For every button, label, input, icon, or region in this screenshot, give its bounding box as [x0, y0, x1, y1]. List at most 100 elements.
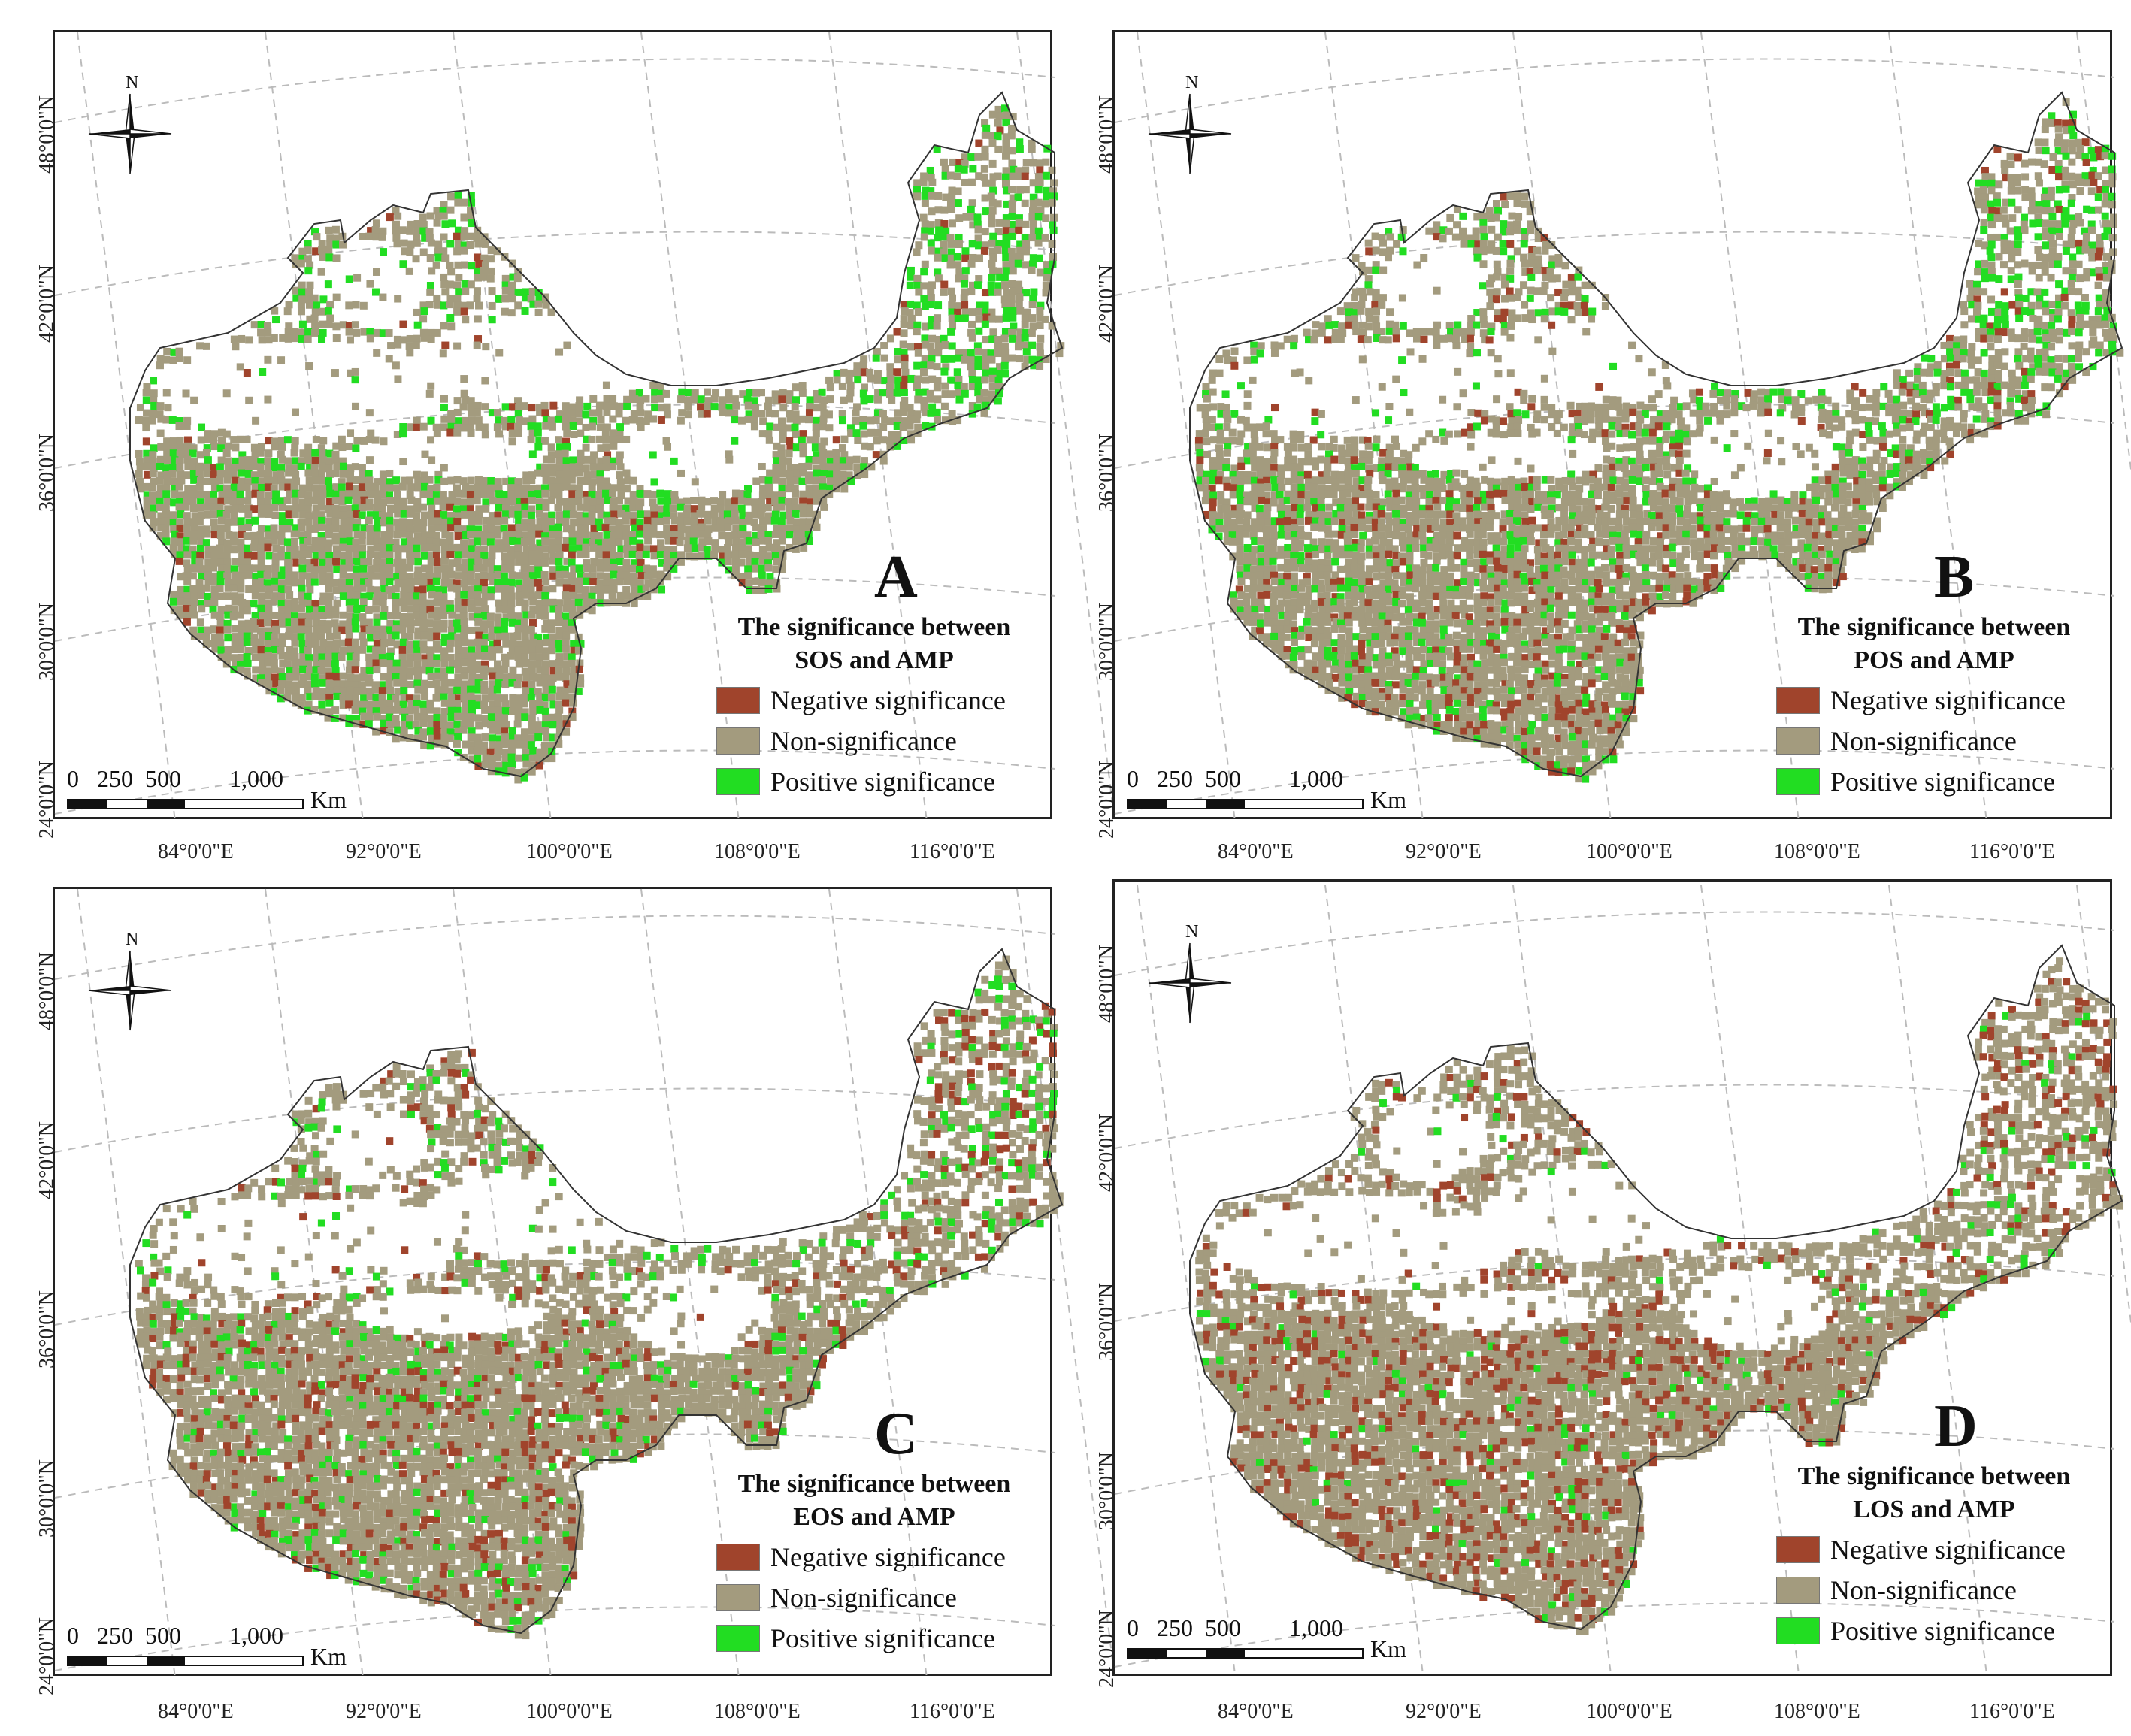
- lon-label: 100°0'0"E: [1586, 840, 1672, 863]
- legend-label-positive: Positive significance: [770, 767, 995, 797]
- lon-label: 100°0'0"E: [526, 1700, 613, 1723]
- legend-item-negative: Negative significance: [716, 1541, 1006, 1573]
- north-arrow: N: [85, 930, 175, 1047]
- legend-item-positive: Positive significance: [1776, 1615, 2055, 1647]
- swatch-negative: [716, 1544, 760, 1571]
- lat-label-36: 36°0'0"N: [35, 434, 59, 512]
- lon-label: 92°0'0"E: [346, 1700, 422, 1723]
- legend-item-negative: Negative significance: [1776, 685, 2066, 716]
- lon-label: 108°0'0"E: [714, 840, 801, 863]
- legend-label-positive: Positive significance: [770, 1623, 995, 1653]
- swatch-non: [716, 1584, 760, 1611]
- lat-label-30: 30°0'0"N: [1094, 1452, 1118, 1530]
- swatch-negative: [1776, 687, 1820, 714]
- lat-label-36: 36°0'0"N: [35, 1290, 59, 1369]
- legend-title-line2: EOS and AMP: [793, 1503, 955, 1531]
- lon-label: 108°0'0"E: [1774, 840, 1860, 863]
- lon-label: 92°0'0"E: [1406, 840, 1482, 863]
- lat-label-42: 42°0'0"N: [1094, 265, 1118, 343]
- lat-label-42: 42°0'0"N: [35, 265, 59, 343]
- scale-bar: [67, 799, 304, 809]
- north-label: N: [126, 930, 139, 949]
- scale-unit: Km: [310, 1643, 347, 1670]
- swatch-negative: [1776, 1536, 1820, 1563]
- lat-label-24: 24°0'0"N: [35, 761, 59, 839]
- lon-label: 92°0'0"E: [1406, 1700, 1482, 1723]
- lon-label: 116°0'0"E: [1969, 1700, 2055, 1723]
- map-canvas: [1114, 32, 2131, 822]
- region-outline: [1189, 91, 2123, 778]
- legend-label-negative: Negative significance: [1830, 1535, 2066, 1565]
- lon-label: 116°0'0"E: [910, 1700, 995, 1723]
- legend-label-positive: Positive significance: [1830, 767, 2055, 797]
- panel-letter: D: [1934, 1393, 1978, 1459]
- legend-title-line1: The significance between: [737, 1470, 1011, 1498]
- compass-icon: [88, 950, 172, 1031]
- scale-bar: [67, 1656, 304, 1666]
- legend-label-non: Non-significance: [1830, 726, 2017, 756]
- lat-label-30: 30°0'0"N: [35, 603, 59, 681]
- legend-item-non: Non-significance: [1776, 725, 2017, 757]
- north-arrow: N: [85, 73, 175, 190]
- legend-title: The significance between LOS and AMP: [1761, 1460, 2107, 1526]
- swatch-positive: [716, 768, 760, 795]
- swatch-positive: [1776, 768, 1820, 795]
- map-canvas: [54, 888, 1115, 1679]
- lat-label-30: 30°0'0"N: [35, 1459, 59, 1538]
- lon-label: 108°0'0"E: [1774, 1700, 1860, 1723]
- compass-icon: [88, 93, 172, 174]
- legend-item-non: Non-significance: [716, 725, 957, 757]
- legend-title-line1: The significance between: [1797, 1462, 2071, 1490]
- lat-label-48: 48°0'0"N: [1094, 95, 1118, 174]
- legend-label-negative: Negative significance: [770, 685, 1006, 715]
- swatch-positive: [716, 1625, 760, 1652]
- lon-label: 116°0'0"E: [1969, 840, 2055, 863]
- lat-label-30: 30°0'0"N: [1094, 603, 1118, 681]
- region-outline: [1189, 944, 2123, 1631]
- compass-icon: [1148, 942, 1232, 1024]
- legend-title: The significance between EOS and AMP: [701, 1468, 1047, 1534]
- legend-label-non: Non-significance: [770, 1583, 957, 1613]
- scale-bar: [1127, 799, 1364, 809]
- legend-item-non: Non-significance: [1776, 1574, 2017, 1606]
- legend-label-negative: Negative significance: [770, 1542, 1006, 1572]
- map-canvas: [1114, 885, 2131, 1675]
- significance-raster: [1194, 98, 2124, 783]
- lat-label-42: 42°0'0"N: [35, 1121, 59, 1199]
- scale-bar-labels: 0 250 500 1,000: [67, 1622, 283, 1649]
- lon-label: 100°0'0"E: [1586, 1700, 1672, 1723]
- scale-bar-labels: 0 250 500 1,000: [1127, 765, 1343, 792]
- scale-unit: Km: [1370, 1635, 1406, 1662]
- legend-item-negative: Negative significance: [1776, 1534, 2066, 1565]
- lon-label: 84°0'0"E: [158, 1700, 234, 1723]
- swatch-non: [1776, 1577, 1820, 1604]
- scale-bar-labels: 0 250 500 1,000: [67, 765, 283, 792]
- lat-label-24: 24°0'0"N: [35, 1617, 59, 1695]
- legend-title-line1: The significance between: [737, 613, 1011, 641]
- lon-label: 92°0'0"E: [346, 840, 422, 863]
- legend-label-negative: Negative significance: [1830, 685, 2066, 715]
- legend-title: The significance between SOS and AMP: [701, 611, 1047, 677]
- legend-title: The significance between POS and AMP: [1761, 611, 2107, 677]
- lon-label: 84°0'0"E: [1218, 840, 1294, 863]
- lat-label-36: 36°0'0"N: [1094, 1283, 1118, 1361]
- map-panel-b: N 48°0'0"N 42°0'0"N 36°0'0"N 30°0'0"N 24…: [1095, 30, 2131, 839]
- panel-letter: B: [1934, 544, 1975, 610]
- map-panel-a: N 48°0'0"N 42°0'0"N 36°0'0"N 30°0'0"N 24…: [35, 30, 1115, 839]
- lat-label-48: 48°0'0"N: [35, 95, 59, 174]
- north-label: N: [1185, 922, 1199, 942]
- lat-label-48: 48°0'0"N: [1094, 945, 1118, 1023]
- legend-item-positive: Positive significance: [716, 766, 995, 797]
- map-panel-d: N 48°0'0"N 42°0'0"N 36°0'0"N 30°0'0"N 24…: [1095, 879, 2131, 1688]
- scale-unit: Km: [1370, 786, 1406, 813]
- north-label: N: [1185, 73, 1199, 92]
- map-panel-c: N 48°0'0"N 42°0'0"N 36°0'0"N 30°0'0"N 24…: [35, 887, 1115, 1695]
- region-outline: [129, 948, 1064, 1635]
- compass-icon: [1148, 93, 1232, 174]
- legend-label-positive: Positive significance: [1830, 1616, 2055, 1646]
- lat-label-48: 48°0'0"N: [35, 952, 59, 1030]
- legend-title-line2: LOS and AMP: [1853, 1496, 2015, 1523]
- map-canvas: [54, 32, 1115, 822]
- significance-raster: [135, 955, 1064, 1640]
- lat-label-24: 24°0'0"N: [1094, 1610, 1118, 1688]
